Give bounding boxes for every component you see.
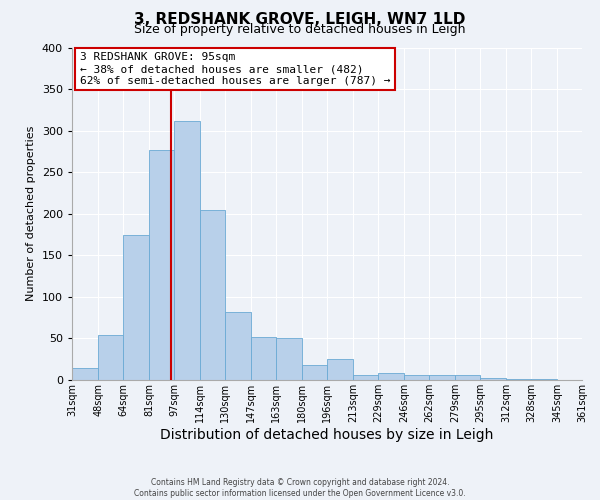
X-axis label: Distribution of detached houses by size in Leigh: Distribution of detached houses by size … xyxy=(160,428,494,442)
Bar xyxy=(174,120,200,380)
Bar xyxy=(531,379,557,380)
Bar xyxy=(404,375,429,380)
Bar xyxy=(251,337,276,380)
Bar xyxy=(123,234,149,380)
Text: 3, REDSHANK GROVE, LEIGH, WN7 1LD: 3, REDSHANK GROVE, LEIGH, WN7 1LD xyxy=(134,12,466,28)
Bar xyxy=(276,338,302,380)
Bar xyxy=(98,335,123,380)
Bar xyxy=(302,365,327,380)
Bar xyxy=(378,372,404,380)
Text: Size of property relative to detached houses in Leigh: Size of property relative to detached ho… xyxy=(134,22,466,36)
Text: 3 REDSHANK GROVE: 95sqm
← 38% of detached houses are smaller (482)
62% of semi-d: 3 REDSHANK GROVE: 95sqm ← 38% of detache… xyxy=(80,52,390,86)
Bar xyxy=(429,375,455,380)
Bar xyxy=(149,150,174,380)
Bar xyxy=(353,375,378,380)
Bar xyxy=(200,210,225,380)
Bar xyxy=(225,312,251,380)
Bar xyxy=(72,368,98,380)
Bar xyxy=(506,379,531,380)
Text: Contains HM Land Registry data © Crown copyright and database right 2024.
Contai: Contains HM Land Registry data © Crown c… xyxy=(134,478,466,498)
Y-axis label: Number of detached properties: Number of detached properties xyxy=(26,126,36,302)
Bar xyxy=(327,359,353,380)
Bar xyxy=(455,375,480,380)
Bar xyxy=(480,378,506,380)
